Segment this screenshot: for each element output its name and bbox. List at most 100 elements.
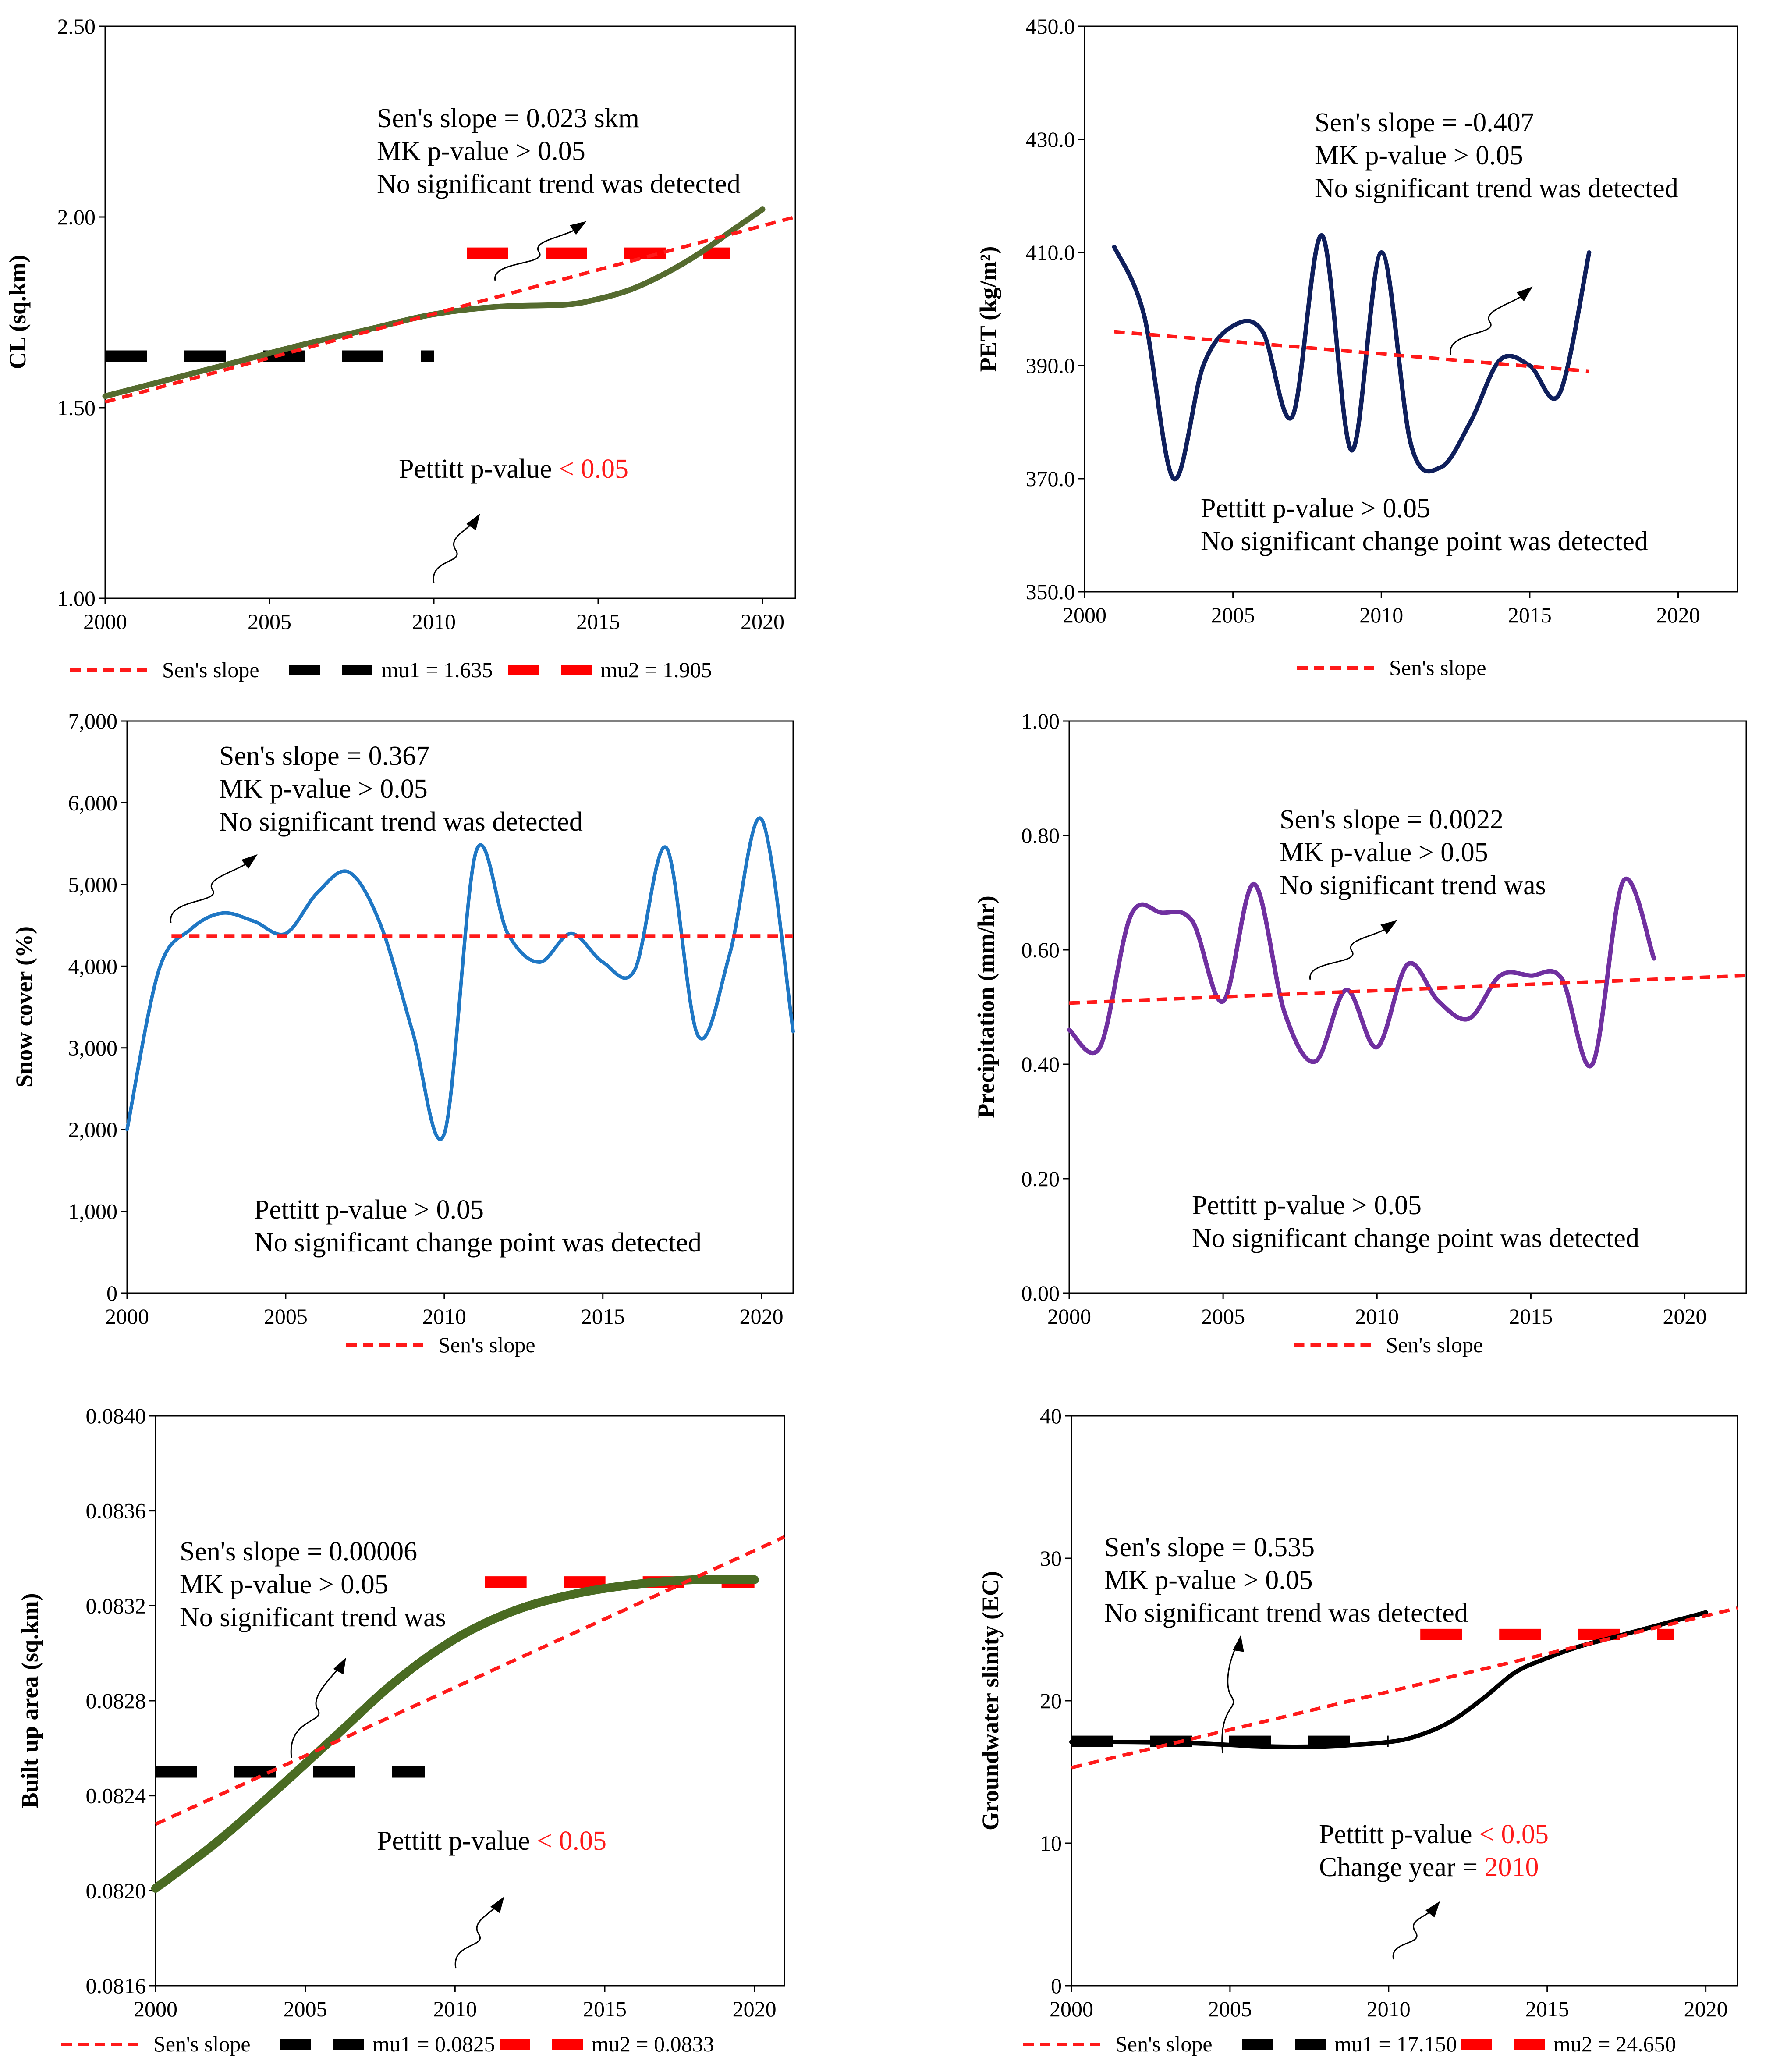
pettitt-line: Pettitt p-value > 0.05 [1192, 1191, 1422, 1220]
legend-sens-label: Sen's slope [438, 1333, 535, 1357]
y-tick-label: 0.0816 [86, 1973, 146, 1998]
series-line [1069, 1610, 1708, 1749]
series-line [125, 816, 795, 1141]
y-tick-label: 0.80 [1021, 823, 1060, 848]
annotation-line: MK p-value > 0.05 [180, 1570, 388, 1599]
pettitt-line: Pettitt p-value > 0.05 [254, 1195, 484, 1225]
plot-frame [155, 1415, 785, 1987]
pettitt-value: < 0.05 [1479, 1820, 1549, 1849]
sens-slope-line [155, 1535, 785, 1826]
x-tick-label: 2010 [422, 1304, 466, 1329]
y-tick-label: 7,000 [68, 709, 118, 733]
mk-arrow-curve [494, 223, 584, 281]
y-tick-label: 4,000 [68, 954, 118, 978]
pettitt-line: No significant change point was detected [254, 1228, 702, 1258]
x-tick-label: 2000 [1050, 1997, 1093, 2021]
x-tick-label: 2015 [581, 1304, 625, 1329]
legend-mu1-label: mu1 = 0.0825 [372, 2032, 495, 2056]
annotation-line: No significant trend was detected [377, 169, 741, 199]
y-tick-label: 0.0824 [86, 1784, 146, 1808]
annotation-line: Sen's slope = 0.023 skm [377, 103, 639, 133]
pettitt-arrow-curve [454, 1900, 503, 1969]
y-tick-label: 0.0840 [86, 1404, 146, 1428]
x-tick-label: 2005 [264, 1304, 308, 1329]
mk-arrow-curve [290, 1661, 345, 1758]
y-axis-label: CL (sq.km) [4, 255, 31, 369]
annotation-line: MK p-value > 0.05 [1315, 141, 1523, 171]
y-tick-label: 40 [1040, 1404, 1062, 1428]
x-tick-label: 2000 [134, 1997, 177, 2021]
annotation-line: No significant trend was detected [219, 807, 583, 837]
y-tick-label: 2.00 [57, 205, 96, 229]
legend-mu2-label: mu2 = 1.905 [600, 657, 712, 682]
x-tick-label: 2020 [733, 1997, 777, 2021]
y-tick-label: 6,000 [68, 790, 118, 815]
mk-arrow-head [570, 221, 587, 235]
x-tick-label: 2015 [1509, 1304, 1553, 1329]
y-tick-label: 0.0828 [86, 1688, 146, 1713]
legend-mu1-label: mu1 = 1.635 [381, 657, 493, 682]
x-tick-label: 2020 [1663, 1304, 1707, 1329]
annotation-line: MK p-value > 0.05 [377, 136, 585, 166]
annotation-line: Sen's slope = -0.407 [1315, 108, 1534, 138]
y-tick-label: 0.0820 [86, 1878, 146, 1903]
x-tick-label: 2015 [576, 609, 620, 634]
x-tick-label: 2015 [1525, 1997, 1569, 2021]
y-tick-label: 430.0 [1026, 127, 1075, 152]
x-tick-label: 2000 [83, 609, 127, 634]
legend-mu2-label: mu2 = 24.650 [1553, 2032, 1676, 2056]
y-tick-label: 0.40 [1021, 1052, 1060, 1077]
annotation-line: Sen's slope = 0.535 [1104, 1532, 1315, 1562]
mk-arrow-head [333, 1657, 346, 1674]
series-line [1067, 877, 1656, 1069]
x-tick-label: 2020 [1656, 603, 1700, 627]
legend-mu1-label: mu1 = 17.150 [1334, 2032, 1457, 2056]
annotation-line: Sen's slope = 0.0022 [1280, 805, 1504, 835]
pettitt-value: < 0.05 [537, 1826, 606, 1856]
y-axis-label: PET (kg/m²) [975, 246, 1001, 372]
annotation-line: MK p-value > 0.05 [1280, 838, 1488, 867]
x-tick-label: 2005 [1201, 1304, 1245, 1329]
x-tick-label: 2015 [583, 1997, 627, 2021]
pettitt-text: Pettitt p-value < 0.05 [377, 1826, 606, 1856]
y-tick-label: 0.0836 [86, 1499, 146, 1523]
pettitt-text: Pettitt p-value < 0.05 [399, 454, 628, 484]
y-tick-label: 450.0 [1026, 14, 1075, 39]
pettitt-arrow-head [466, 513, 480, 530]
annotation-line: Sen's slope = 0.00006 [180, 1537, 417, 1567]
pettitt-label: Pettitt p-value [1319, 1820, 1479, 1849]
x-tick-label: 2010 [1367, 1997, 1411, 2021]
annotation-line: No significant trend was detected [1315, 174, 1678, 203]
mk-arrow-head [1232, 1635, 1244, 1652]
pettitt-value: < 0.05 [559, 454, 628, 484]
y-axis-label: Built up area (sq.km) [17, 1593, 43, 1808]
annotation-line: No significant trend was [1280, 871, 1546, 900]
y-tick-label: 390.0 [1026, 353, 1075, 378]
legend: Sen's slope mu1 = 0.0825 mu2 = 0.0833 [61, 2032, 714, 2056]
chart-built: 0.0816 0.0820 0.0824 0.0828 0.0832 0.0836 0.08… [17, 1404, 785, 2056]
legend: Sen's slope [346, 1333, 535, 1357]
pettitt-label: Pettitt p-value [399, 454, 559, 484]
y-tick-label: 410.0 [1026, 240, 1075, 265]
legend-sens-label: Sen's slope [1115, 2032, 1213, 2056]
y-tick-label: 1,000 [68, 1199, 118, 1224]
x-tick-label: 2005 [284, 1997, 327, 2021]
pettitt-arrow-curve [1392, 1904, 1438, 1960]
pettitt-label: Pettitt p-value [377, 1826, 537, 1856]
change-year-text: Change year = 2010 [1319, 1852, 1539, 1882]
x-tick-label: 2005 [1208, 1997, 1252, 2021]
annotation-line: MK p-value > 0.05 [1104, 1565, 1313, 1595]
x-tick-label: 2020 [741, 609, 784, 634]
mk-arrow-head [1380, 920, 1397, 935]
y-tick-label: 2.50 [57, 14, 96, 39]
mk-arrow-head [1516, 286, 1533, 302]
legend-mu2-label: mu2 = 0.0833 [592, 2032, 714, 2056]
sens-slope-line [1114, 330, 1589, 373]
y-tick-label: 10 [1040, 1831, 1062, 1855]
chart-precip: 0.00 0.20 0.40 0.60 0.80 1.00 2000 2005 2010 2015… [973, 709, 1747, 1357]
mk-arrow-curve [1221, 1639, 1241, 1754]
x-tick-label: 2020 [740, 1304, 784, 1329]
y-tick-label: 5,000 [68, 872, 118, 897]
sens-slope-line [104, 215, 796, 404]
